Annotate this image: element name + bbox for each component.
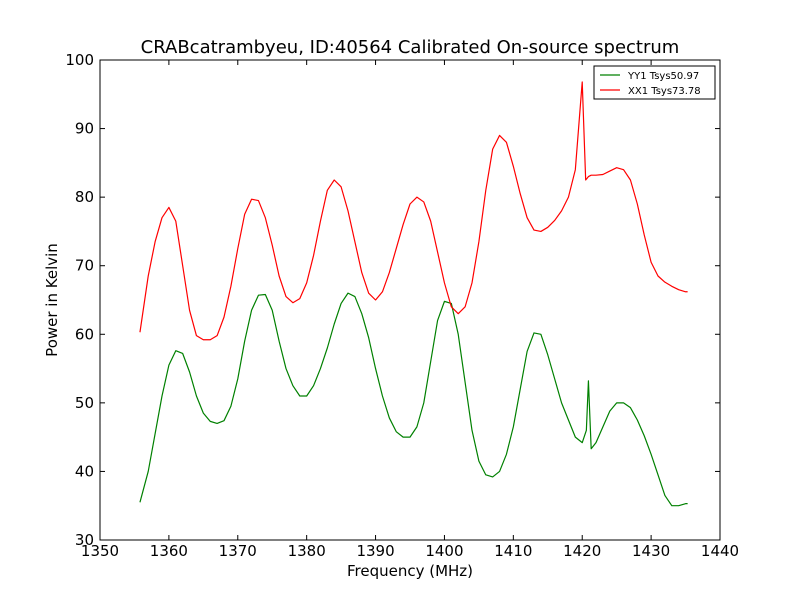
x-axis-ticks: 1350 1360 1370 1380 1390 1400 1410 1420 1430 1440 (81, 60, 739, 560)
x-tick-label: 1410 (494, 542, 532, 560)
x-tick-label: 1350 (81, 542, 119, 560)
y-tick-label: 50 (75, 394, 94, 412)
x-tick-label: 1420 (563, 542, 601, 560)
series-line-0 (139, 292, 688, 507)
series-line-1 (139, 81, 688, 341)
x-tick-label: 1360 (150, 542, 188, 560)
x-tick-label: 1370 (219, 542, 257, 560)
y-tick-label: 90 (75, 120, 94, 138)
legend-label-xx1: XX1 Tsys73.78 (628, 86, 701, 97)
legend: YY1 Tsys50.97 XX1 Tsys73.78 (593, 65, 716, 100)
y-tick-label: 40 (75, 462, 94, 480)
y-tick-label: 60 (75, 325, 94, 343)
x-tick-label: 1430 (632, 542, 670, 560)
legend-box (593, 65, 716, 100)
y-tick-label: 30 (75, 531, 94, 549)
y-axis-title: Power in Kelvin (43, 243, 61, 357)
x-tick-label: 1390 (356, 542, 394, 560)
plot-frame (99, 59, 721, 541)
x-tick-label: 1440 (701, 542, 739, 560)
x-tick-label: 1400 (425, 542, 463, 560)
y-tick-label: 80 (75, 188, 94, 206)
y-tick-label: 70 (75, 257, 94, 275)
chart-title: CRABcatrambyeu, ID:40564 Calibrated On-s… (141, 37, 680, 58)
y-axis-ticks: 30 40 50 60 70 80 90 100 (65, 51, 720, 549)
x-axis-title: Frequency (MHz) (347, 562, 473, 580)
x-tick-label: 1380 (288, 542, 326, 560)
legend-label-yy1: YY1 Tsys50.97 (627, 71, 699, 82)
series-layer (139, 81, 688, 507)
y-tick-label: 100 (65, 51, 94, 69)
